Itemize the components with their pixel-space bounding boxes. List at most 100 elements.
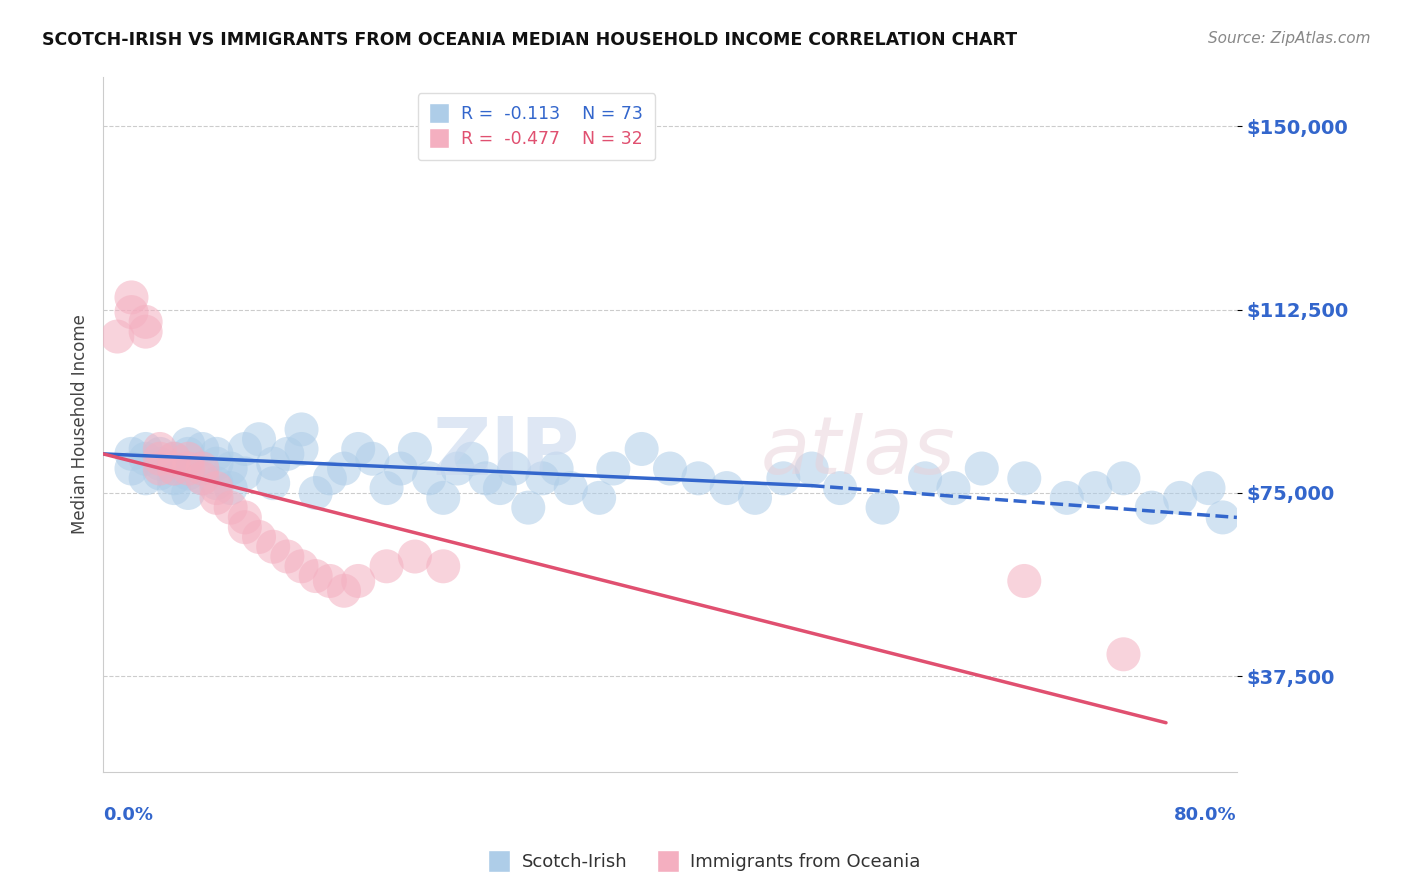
Point: [1112, 471, 1135, 485]
Point: [233, 520, 256, 534]
Point: [149, 451, 172, 466]
Point: [446, 461, 468, 475]
Point: [744, 491, 766, 505]
Point: [105, 329, 128, 343]
Point: [233, 510, 256, 524]
Text: ZIP: ZIP: [432, 413, 579, 491]
Point: [219, 461, 242, 475]
Point: [177, 467, 200, 481]
Y-axis label: Median Household Income: Median Household Income: [72, 315, 89, 534]
Point: [135, 471, 157, 485]
Point: [389, 461, 412, 475]
Point: [233, 467, 256, 481]
Point: [319, 471, 342, 485]
Point: [970, 461, 993, 475]
Point: [135, 442, 157, 456]
Point: [163, 461, 186, 475]
Point: [716, 481, 738, 495]
Point: [163, 481, 186, 495]
Point: [219, 481, 242, 495]
Point: [149, 461, 172, 475]
Point: [347, 442, 370, 456]
Point: [772, 471, 794, 485]
Point: [177, 486, 200, 500]
Point: [560, 481, 582, 495]
Point: [262, 457, 284, 471]
Point: [404, 442, 426, 456]
Point: [404, 549, 426, 564]
Point: [432, 491, 454, 505]
Point: [205, 491, 228, 505]
Point: [121, 461, 143, 475]
Point: [135, 451, 157, 466]
Point: [333, 461, 356, 475]
Point: [135, 315, 157, 329]
Point: [828, 481, 851, 495]
Text: SCOTCH-IRISH VS IMMIGRANTS FROM OCEANIA MEDIAN HOUSEHOLD INCOME CORRELATION CHAR: SCOTCH-IRISH VS IMMIGRANTS FROM OCEANIA …: [42, 31, 1018, 49]
Point: [432, 559, 454, 574]
Point: [375, 559, 398, 574]
Point: [121, 447, 143, 461]
Point: [546, 461, 568, 475]
Point: [177, 437, 200, 451]
Point: [688, 471, 710, 485]
Point: [474, 471, 496, 485]
Point: [262, 540, 284, 554]
Text: 0.0%: 0.0%: [103, 805, 153, 824]
Point: [163, 451, 186, 466]
Point: [872, 500, 894, 515]
Legend: Scotch-Irish, Immigrants from Oceania: Scotch-Irish, Immigrants from Oceania: [478, 847, 928, 879]
Point: [177, 447, 200, 461]
Point: [276, 447, 298, 461]
Point: [247, 530, 270, 544]
Point: [205, 457, 228, 471]
Point: [588, 491, 610, 505]
Point: [418, 471, 440, 485]
Point: [219, 500, 242, 515]
Point: [1014, 471, 1036, 485]
Point: [163, 471, 186, 485]
Point: [149, 457, 172, 471]
Point: [149, 467, 172, 481]
Point: [191, 471, 214, 485]
Point: [333, 583, 356, 598]
Point: [191, 461, 214, 475]
Point: [347, 574, 370, 588]
Point: [163, 461, 186, 475]
Text: 80.0%: 80.0%: [1174, 805, 1237, 824]
Point: [489, 481, 512, 495]
Point: [531, 471, 554, 485]
Point: [460, 451, 482, 466]
Point: [659, 461, 682, 475]
Point: [361, 451, 384, 466]
Point: [121, 305, 143, 319]
Point: [177, 451, 200, 466]
Point: [914, 471, 936, 485]
Point: [233, 442, 256, 456]
Point: [1014, 574, 1036, 588]
Point: [290, 442, 312, 456]
Point: [1140, 500, 1163, 515]
Point: [135, 325, 157, 339]
Point: [247, 432, 270, 446]
Point: [1084, 481, 1107, 495]
Point: [630, 442, 652, 456]
Point: [517, 500, 540, 515]
Point: [1056, 491, 1078, 505]
Point: [375, 481, 398, 495]
Point: [191, 471, 214, 485]
Point: [602, 461, 624, 475]
Point: [191, 461, 214, 475]
Point: [205, 447, 228, 461]
Text: atlas: atlas: [761, 413, 956, 491]
Point: [942, 481, 965, 495]
Point: [290, 559, 312, 574]
Text: Source: ZipAtlas.com: Source: ZipAtlas.com: [1208, 31, 1371, 46]
Point: [1212, 510, 1234, 524]
Point: [1112, 648, 1135, 662]
Point: [205, 476, 228, 491]
Point: [276, 549, 298, 564]
Point: [1198, 481, 1220, 495]
Point: [319, 574, 342, 588]
Point: [177, 461, 200, 475]
